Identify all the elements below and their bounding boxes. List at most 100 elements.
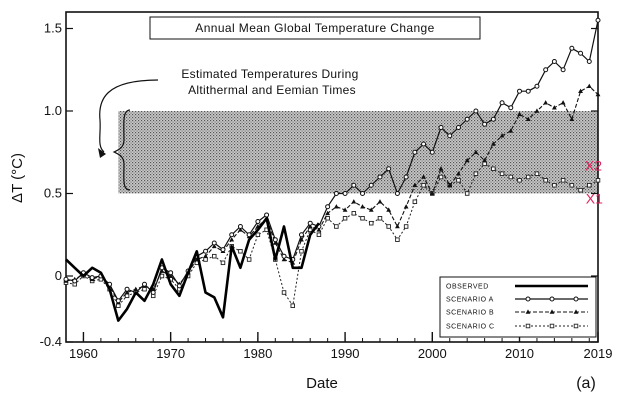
point-scenario-c	[508, 174, 514, 180]
marker-x2: X2	[585, 157, 602, 173]
point-scenario-a	[455, 125, 461, 130]
point-scenario-c	[360, 215, 365, 221]
point-scenario-a	[272, 237, 278, 243]
point-scenario-a	[586, 59, 592, 64]
legend-marker-scenario-c	[573, 323, 579, 329]
point-scenario-b	[534, 108, 540, 113]
point-scenario-b	[438, 166, 444, 171]
point-scenario-c	[595, 178, 601, 183]
point-scenario-b	[551, 105, 557, 110]
point-scenario-a	[176, 283, 182, 289]
point-scenario-a	[333, 191, 339, 196]
x-tick-label: 2000	[418, 346, 447, 361]
point-scenario-c	[525, 174, 531, 180]
point-scenario-c	[578, 187, 583, 193]
chart-title: Annual Mean Global Temperature Change	[195, 21, 434, 35]
point-scenario-a	[203, 248, 209, 254]
altithermal-band	[118, 111, 598, 194]
point-scenario-a	[543, 67, 549, 73]
point-scenario-c	[464, 191, 470, 196]
point-scenario-c	[281, 290, 287, 295]
point-scenario-c	[220, 260, 226, 266]
legend-marker-scenario-b	[573, 309, 579, 314]
point-scenario-c	[403, 224, 409, 229]
point-scenario-b	[464, 157, 470, 163]
point-scenario-a	[360, 191, 366, 196]
point-scenario-a	[490, 116, 496, 122]
point-scenario-c	[456, 178, 461, 183]
point-scenario-a	[447, 133, 453, 139]
point-scenario-a	[595, 17, 601, 23]
x-tick-label: 1980	[243, 346, 272, 361]
point-scenario-a	[429, 149, 435, 155]
point-scenario-a	[211, 240, 217, 246]
point-scenario-c	[203, 257, 208, 262]
point-scenario-b	[412, 182, 418, 188]
point-scenario-a	[403, 174, 409, 180]
point-scenario-c	[569, 182, 575, 188]
point-scenario-b	[490, 141, 496, 146]
point-scenario-b	[377, 199, 383, 204]
band-annotation-line-1: Estimated Temperatures During	[181, 67, 358, 81]
legend-marker-scenario-a	[573, 296, 579, 302]
point-scenario-c	[116, 303, 121, 308]
point-scenario-b	[238, 227, 243, 232]
point-scenario-a	[89, 275, 95, 281]
point-scenario-a	[499, 100, 505, 106]
point-scenario-b	[403, 204, 409, 209]
point-scenario-b	[316, 227, 322, 232]
point-scenario-b	[456, 171, 461, 176]
point-scenario-b	[525, 116, 531, 122]
point-scenario-a	[368, 182, 374, 188]
point-scenario-a	[482, 121, 488, 127]
point-scenario-b	[360, 204, 365, 209]
point-scenario-a	[72, 278, 78, 284]
point-scenario-b	[272, 240, 278, 245]
point-scenario-a	[438, 125, 444, 130]
point-scenario-c	[482, 161, 487, 167]
x-tick-label: 1970	[156, 346, 185, 361]
point-scenario-c	[438, 174, 444, 180]
plot-frame	[65, 11, 599, 343]
point-scenario-b	[229, 237, 235, 242]
point-scenario-a	[168, 270, 174, 276]
point-scenario-a	[63, 276, 69, 282]
point-scenario-a	[246, 232, 252, 238]
legend-label-scenario-b: SCENARIO B	[446, 310, 494, 317]
point-scenario-c	[377, 215, 383, 221]
point-scenario-a	[351, 182, 357, 188]
y-axis-title: ΔT (°C)	[9, 153, 26, 203]
point-scenario-b	[124, 289, 130, 295]
point-scenario-b	[586, 83, 592, 89]
point-scenario-a	[115, 298, 121, 304]
legend-marker-scenario-b	[549, 309, 555, 314]
x-tick-label: 2019	[584, 346, 613, 361]
legend-label-scenario-c: SCENARIO C	[446, 324, 495, 331]
point-scenario-c	[517, 178, 522, 183]
point-scenario-c	[587, 182, 592, 188]
point-scenario-c	[212, 253, 217, 259]
point-scenario-b	[473, 149, 479, 155]
x-tick-label: 2010	[505, 346, 534, 361]
point-scenario-b	[333, 204, 339, 209]
annotation-arrow	[99, 79, 159, 153]
point-scenario-a	[229, 232, 235, 238]
point-scenario-b	[281, 256, 287, 262]
point-scenario-a	[421, 141, 427, 147]
x-axis-title: Date	[306, 375, 338, 392]
point-scenario-a	[525, 88, 531, 94]
legend-marker-scenario-a	[549, 296, 555, 302]
legend-label-scenario-a: SCENARIO A	[446, 297, 494, 304]
point-scenario-a	[464, 116, 470, 122]
point-scenario-b	[368, 207, 374, 212]
point-scenario-b	[421, 174, 426, 179]
point-scenario-a	[517, 88, 523, 94]
point-scenario-a	[150, 290, 156, 295]
y-tick-label: 0.5	[44, 186, 62, 201]
point-scenario-b	[429, 190, 435, 196]
point-scenario-c	[316, 232, 322, 237]
panel-label: (a)	[576, 375, 596, 392]
point-scenario-c	[246, 257, 252, 262]
point-scenario-a	[307, 220, 313, 226]
